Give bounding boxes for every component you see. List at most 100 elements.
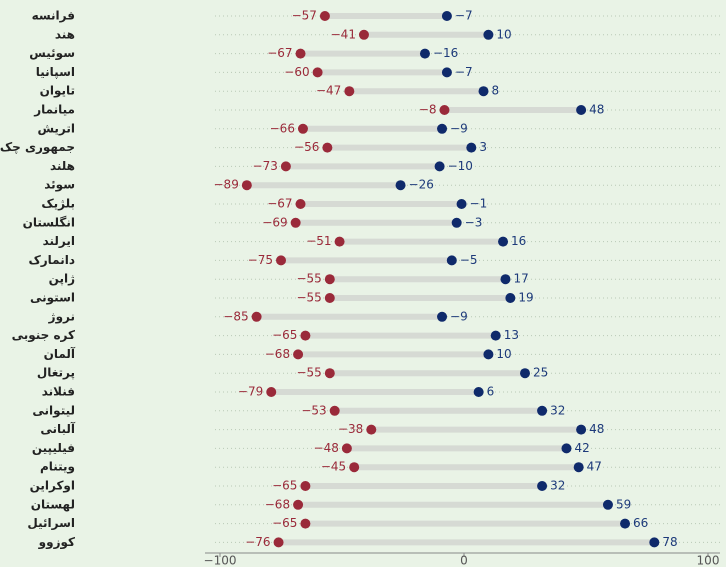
dot <box>573 462 584 473</box>
value-label: −67 <box>267 197 292 211</box>
dot <box>505 293 516 303</box>
dot <box>395 180 406 191</box>
value-label: −68 <box>265 497 290 511</box>
value-label: −16 <box>433 46 458 60</box>
value-label: −85 <box>223 309 248 323</box>
value-label: 16 <box>511 234 526 248</box>
dot <box>437 123 448 134</box>
value-label: −53 <box>301 403 326 417</box>
value-label: 32 <box>550 479 565 493</box>
dot <box>273 537 284 548</box>
dot <box>319 11 330 21</box>
dot <box>251 311 262 322</box>
value-label: −8 <box>419 103 437 117</box>
value-label: −9 <box>450 309 468 323</box>
value-label: −51 <box>306 234 331 248</box>
dot <box>478 86 489 97</box>
x-tick-label: 100 <box>697 554 720 567</box>
dot <box>324 368 335 379</box>
value-label: −7 <box>455 65 473 79</box>
dot <box>300 330 311 341</box>
value-label: −56 <box>294 140 319 154</box>
value-label: −57 <box>292 9 317 23</box>
dot <box>520 368 530 379</box>
category-label: آلمان <box>44 346 76 361</box>
value-label: −1 <box>470 197 488 211</box>
value-label: −67 <box>267 46 292 60</box>
value-label: 59 <box>616 497 631 511</box>
dot <box>419 48 430 59</box>
dot <box>349 462 360 473</box>
value-label: −3 <box>465 215 483 229</box>
category-label: پرتغال <box>37 366 75 380</box>
category-label: اسپانیا <box>36 65 75 79</box>
value-label: 42 <box>574 441 589 455</box>
category-label: لیتوانی <box>32 403 75 418</box>
dot <box>324 274 335 285</box>
value-label: 13 <box>504 328 519 342</box>
category-label: اسرائیل <box>27 516 75 530</box>
value-label: −5 <box>460 253 478 267</box>
dot <box>276 255 286 266</box>
dot <box>439 105 450 115</box>
value-label: −69 <box>262 215 287 229</box>
dot <box>483 29 494 40</box>
dot <box>293 349 304 360</box>
category-label: لهستان <box>31 497 75 511</box>
dot <box>446 255 457 266</box>
x-tick-label: −100 <box>204 554 237 567</box>
dot <box>280 161 291 172</box>
dot <box>344 86 355 97</box>
category-label: ایرلند <box>43 234 75 248</box>
dot <box>602 499 613 510</box>
value-label: 66 <box>633 516 648 530</box>
category-label: دانمارک <box>28 253 75 267</box>
value-label: −79 <box>238 385 263 399</box>
dot <box>441 67 452 78</box>
category-label: نروژ <box>48 309 75 324</box>
category-label: هند <box>55 27 75 41</box>
dot <box>620 518 631 529</box>
value-label: 10 <box>496 347 511 361</box>
value-label: −76 <box>245 535 270 549</box>
value-label: −41 <box>331 27 356 41</box>
value-label: 6 <box>487 385 495 399</box>
value-label: 25 <box>533 366 548 380</box>
category-label: ویتنام <box>40 460 75 475</box>
dot <box>561 443 572 454</box>
dot <box>537 405 548 416</box>
category-label: بلژیک <box>41 197 75 211</box>
dot <box>329 405 340 416</box>
category-label: اتریش <box>37 121 75 135</box>
value-label: −55 <box>296 291 321 305</box>
dot <box>290 217 301 228</box>
category-label: سوئیس <box>29 46 75 61</box>
category-label: اوکراین <box>30 479 75 494</box>
value-label: −55 <box>296 366 321 380</box>
dot <box>576 424 587 435</box>
value-label: −89 <box>214 178 239 192</box>
category-label: سوئد <box>44 178 75 193</box>
value-label: −48 <box>314 441 339 455</box>
dot <box>456 199 467 209</box>
value-label: 47 <box>587 460 602 474</box>
value-label: 10 <box>496 27 511 41</box>
dot <box>483 349 494 360</box>
category-label: هلند <box>50 159 75 173</box>
value-label: −66 <box>270 121 295 135</box>
value-label: −68 <box>265 347 290 361</box>
dot <box>473 387 484 397</box>
value-label: −38 <box>338 422 363 436</box>
value-label: −65 <box>272 328 297 342</box>
dot <box>498 236 509 247</box>
dot <box>295 199 306 209</box>
value-label: −73 <box>253 159 278 173</box>
dot <box>437 311 448 322</box>
value-label: −65 <box>272 516 297 530</box>
dot <box>300 481 311 491</box>
dot <box>434 161 445 172</box>
dot <box>324 293 335 303</box>
value-label: 78 <box>662 535 677 549</box>
dot <box>500 274 511 285</box>
